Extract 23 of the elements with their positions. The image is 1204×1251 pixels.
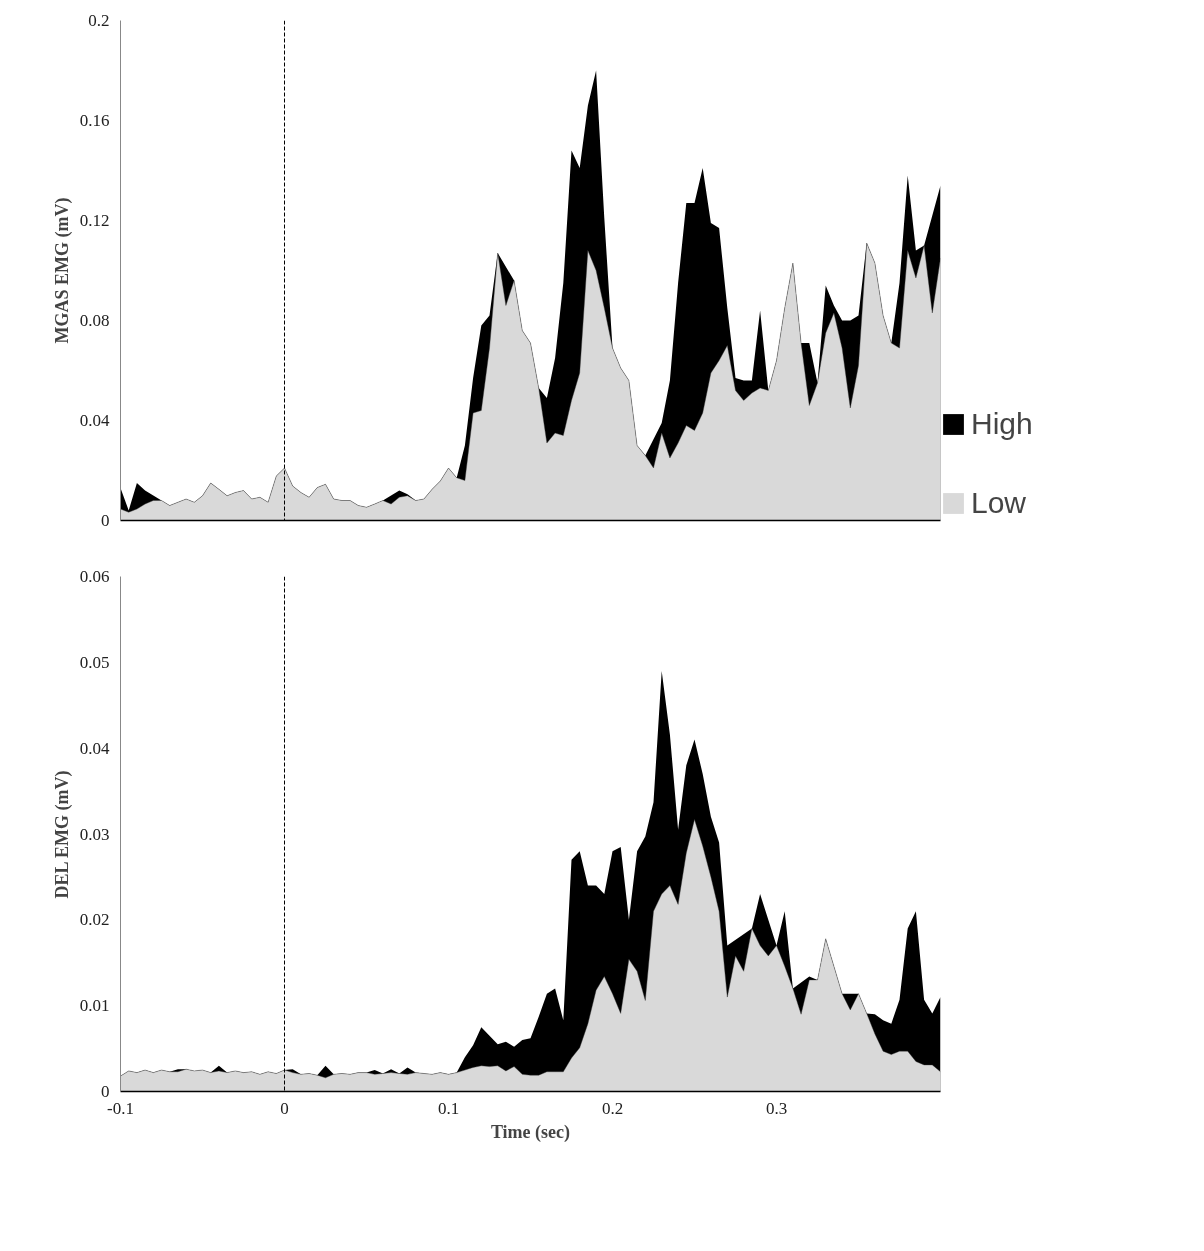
- y-tick-label: 0.04: [79, 411, 110, 430]
- legend-label: High: [971, 407, 1033, 441]
- y-tick-label: 0.08: [79, 311, 110, 330]
- y-tick-label: 0.12: [79, 211, 110, 230]
- x-tick-label: 0.2: [601, 1098, 624, 1118]
- y-tick-label: 0.05: [79, 652, 110, 672]
- y-tick-label: 0.06: [79, 567, 110, 586]
- y-tick-label: 0.04: [79, 738, 110, 758]
- y-tick-label: 0: [101, 1082, 110, 1101]
- y-tick-label: 0.03: [79, 824, 110, 844]
- x-tick-label: 0: [280, 1098, 289, 1118]
- x-tick-label: -0.1: [107, 1098, 134, 1118]
- x-tick-label: 0.1: [437, 1098, 460, 1118]
- y-tick-label: 0.01: [79, 996, 110, 1016]
- y-axis-title: DEL EMG (mV): [51, 770, 73, 899]
- legend-label: Low: [971, 486, 1027, 520]
- x-axis-title: Time (sec): [490, 1121, 571, 1143]
- y-tick-label: 0.02: [79, 910, 110, 930]
- y-axis-title: MGAS EMG (mV): [51, 197, 73, 344]
- x-tick-label: 0.3: [765, 1098, 788, 1118]
- y-tick-label: 0: [101, 511, 110, 530]
- y-tick-label: 0.16: [79, 111, 110, 130]
- y-tick-label: 0.2: [88, 11, 110, 30]
